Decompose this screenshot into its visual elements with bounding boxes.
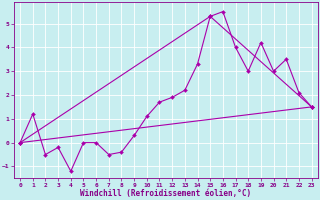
X-axis label: Windchill (Refroidissement éolien,°C): Windchill (Refroidissement éolien,°C) (80, 189, 252, 198)
